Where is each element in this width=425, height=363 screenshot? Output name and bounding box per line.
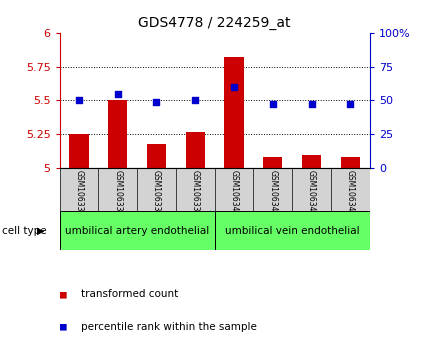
Point — [231, 84, 238, 90]
Text: cell type: cell type — [2, 225, 47, 236]
Bar — [69, 134, 88, 168]
Bar — [108, 101, 128, 168]
Text: GSM1063407: GSM1063407 — [307, 170, 316, 221]
Point — [347, 102, 354, 107]
Point — [308, 102, 315, 107]
Point — [114, 91, 121, 97]
Text: GSM1063405: GSM1063405 — [230, 170, 238, 221]
Text: GSM1063408: GSM1063408 — [346, 170, 355, 221]
Text: ■: ■ — [60, 322, 66, 332]
Bar — [341, 157, 360, 168]
Bar — [302, 155, 321, 168]
Text: ■: ■ — [60, 289, 66, 299]
Bar — [215, 211, 370, 250]
Bar — [147, 144, 166, 168]
Bar — [224, 57, 244, 168]
Point — [153, 99, 160, 105]
Text: umbilical vein endothelial: umbilical vein endothelial — [225, 225, 360, 236]
Text: GSM1063399: GSM1063399 — [191, 170, 200, 221]
Text: transformed count: transformed count — [81, 289, 178, 299]
Text: GSM1063398: GSM1063398 — [152, 170, 161, 221]
Point — [269, 102, 276, 107]
Text: GSM1063406: GSM1063406 — [268, 170, 277, 221]
Text: umbilical artery endothelial: umbilical artery endothelial — [65, 225, 209, 236]
Text: percentile rank within the sample: percentile rank within the sample — [81, 322, 257, 332]
Bar — [60, 211, 215, 250]
Text: ▶: ▶ — [37, 225, 45, 236]
Title: GDS4778 / 224259_at: GDS4778 / 224259_at — [139, 16, 291, 30]
Bar — [263, 157, 283, 168]
Point — [192, 98, 198, 103]
Text: GSM1063396: GSM1063396 — [74, 170, 83, 221]
Point — [76, 98, 82, 103]
Bar — [186, 132, 205, 168]
Text: GSM1063397: GSM1063397 — [113, 170, 122, 221]
